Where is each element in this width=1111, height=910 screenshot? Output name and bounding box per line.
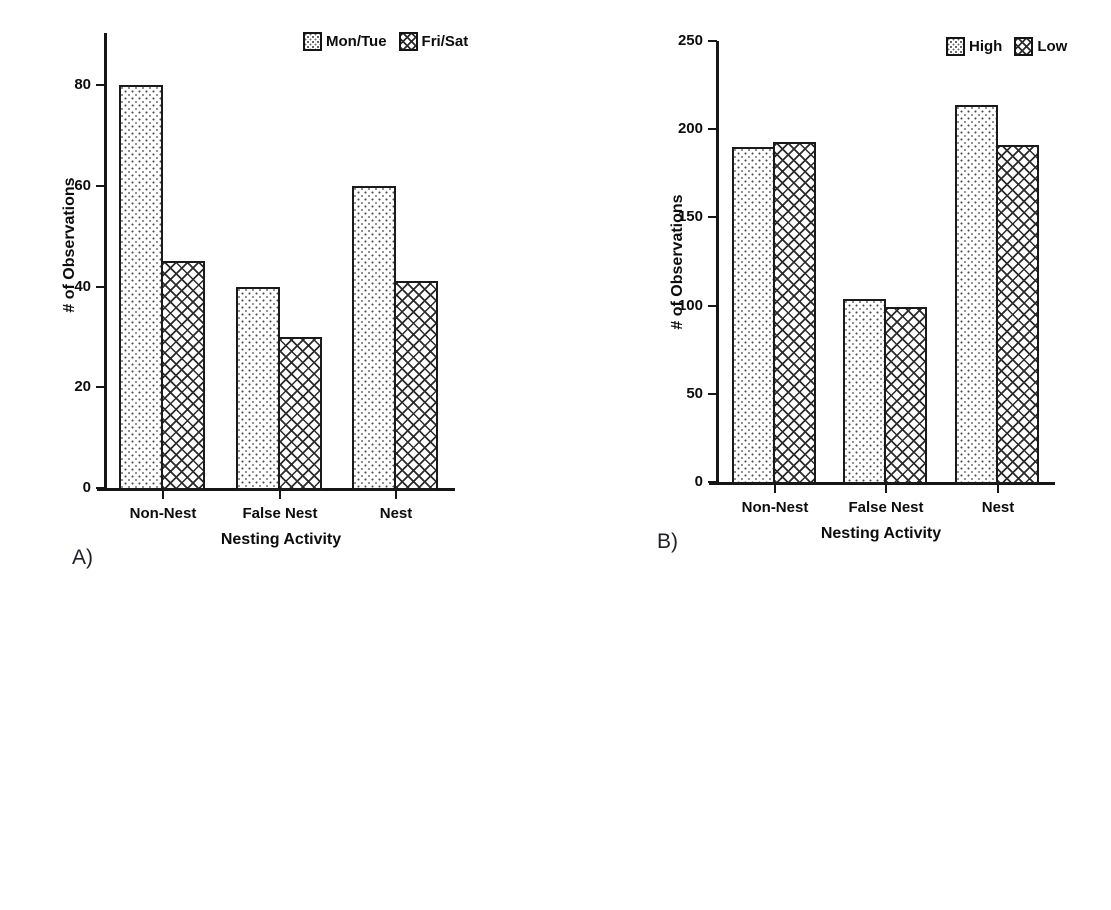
- y-tick: [96, 487, 105, 489]
- y-tick-label: 40: [74, 277, 91, 295]
- legend-swatch-dots-icon: [946, 37, 965, 56]
- y-tick-label: 50: [686, 384, 703, 402]
- legend: High Low: [946, 37, 1067, 56]
- y-tick: [708, 481, 717, 483]
- y-tick-label: 100: [677, 296, 703, 314]
- bar-fri-sat-nest: [394, 281, 438, 490]
- category-label: Nest: [981, 499, 1015, 516]
- bar-fri-sat-non-nest: [161, 261, 205, 490]
- category-label: Non-Nest: [129, 505, 197, 522]
- bar-low-nest: [996, 145, 1039, 484]
- y-tick-label: 80: [74, 76, 91, 93]
- category-label: False Nest: [848, 499, 924, 516]
- category-tick: [162, 491, 164, 499]
- y-tick-label: 20: [74, 378, 91, 396]
- y-tick: [96, 84, 105, 86]
- bar-low-non-nest: [773, 141, 816, 484]
- y-tick: [96, 285, 105, 288]
- category-tick: [997, 485, 999, 493]
- legend-swatch-crosshatch-icon: [398, 32, 418, 51]
- category-tick: [885, 485, 887, 493]
- bar-mon-tue-nest: [352, 185, 396, 490]
- legend-label: Mon/Tue: [326, 33, 387, 50]
- category-tick: [774, 485, 776, 493]
- x-axis-title: Nesting Activity: [820, 525, 942, 542]
- legend-label: Fri/Sat: [421, 33, 469, 50]
- y-tick: [708, 392, 717, 395]
- y-tick-label: 0: [694, 473, 703, 490]
- y-tick-label: 0: [82, 479, 91, 496]
- category-tick: [279, 491, 281, 499]
- bar-low-false-nest: [884, 307, 927, 484]
- y-tick: [708, 40, 717, 42]
- panel-label-b: B): [657, 530, 678, 553]
- bar-fri-sat-false-nest: [278, 336, 322, 490]
- category-tick: [395, 491, 397, 499]
- y-tick-label: 60: [74, 176, 91, 194]
- category-label: Nest: [379, 505, 413, 522]
- legend-swatch-dots-icon: [303, 32, 322, 51]
- y-tick: [96, 386, 105, 389]
- y-axis: [716, 41, 719, 485]
- legend: Mon/Tue Fri/Sat: [303, 32, 468, 51]
- y-tick-label: 150: [677, 208, 703, 226]
- panel-label-a: A): [72, 546, 93, 569]
- y-tick-label: 200: [677, 120, 703, 138]
- bar-mon-tue-false-nest: [236, 286, 280, 490]
- bar-high-false-nest: [843, 298, 886, 484]
- y-tick: [96, 184, 105, 187]
- category-label: Non-Nest: [741, 499, 809, 516]
- y-tick-label: 250: [677, 32, 703, 49]
- category-label: False Nest: [242, 505, 318, 522]
- bar-mon-tue-non-nest: [119, 85, 163, 490]
- bar-high-non-nest: [732, 146, 775, 484]
- legend-swatch-crosshatch-icon: [1014, 37, 1034, 56]
- x-axis-title: Nesting Activity: [220, 531, 342, 548]
- legend-label: High: [969, 38, 1003, 55]
- bar-high-nest: [955, 104, 998, 484]
- y-tick: [708, 216, 717, 219]
- y-tick: [708, 304, 717, 307]
- y-axis: [104, 33, 107, 491]
- y-tick: [708, 128, 717, 131]
- legend-label: Low: [1037, 38, 1068, 55]
